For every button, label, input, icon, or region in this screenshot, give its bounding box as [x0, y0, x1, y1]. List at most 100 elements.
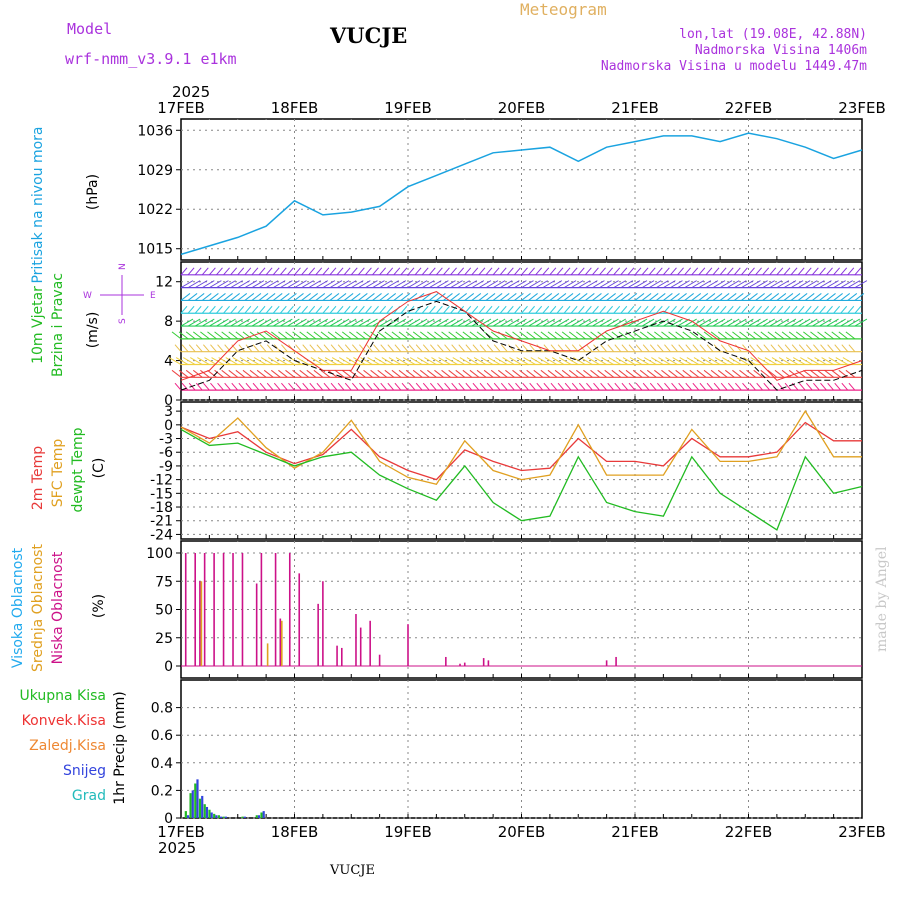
wind-barb: [707, 357, 721, 365]
wind-barb: [436, 293, 446, 301]
wind-barb: [783, 293, 794, 301]
wind-barb: [620, 280, 634, 289]
wind-barb: [478, 293, 489, 301]
wind-barb: [544, 357, 558, 365]
wind-barb: [529, 382, 537, 391]
wind-barb: [514, 293, 524, 301]
wind-barb: [295, 344, 302, 353]
wind-barb: [770, 344, 778, 353]
wind-barb: [469, 369, 480, 378]
wind-barb: [729, 357, 742, 365]
precip-bar: [186, 815, 190, 818]
temp-ylabel-2m: 2m Temp: [30, 446, 46, 510]
wind-barb: [613, 267, 621, 276]
y-tick-label: -21: [150, 514, 173, 530]
date-label-top: 18FEB: [271, 99, 318, 117]
wind-barb: [675, 331, 685, 340]
wind-barb: [358, 318, 371, 327]
wind-barb: [387, 344, 395, 353]
precip-bar: [208, 809, 211, 818]
wind-barb: [611, 331, 622, 340]
cloud-ylabel-high: Visoka Oblacnost: [10, 547, 26, 668]
wind-barb: [662, 267, 670, 276]
wind-barb: [195, 382, 203, 391]
date-label-bottom: 20FEB: [498, 823, 545, 841]
date-label-bottom: 17FEB: [157, 823, 204, 841]
wind-barb: [415, 344, 423, 353]
wind-barb: [216, 318, 229, 327]
wind-barb: [398, 331, 409, 340]
wind-barb: [593, 382, 600, 391]
wind-barb: [224, 344, 232, 353]
wind-barb: [570, 280, 584, 289]
wind-barb: [817, 331, 827, 340]
wind-barb: [244, 318, 258, 327]
wind-barb: [703, 369, 714, 378]
wind-barb: [485, 318, 499, 327]
wind-barb: [537, 357, 551, 365]
wind-barb: [677, 318, 690, 327]
wind-barb: [414, 318, 428, 327]
watermark: made by Angel: [874, 546, 890, 652]
wind-barb: [811, 267, 819, 276]
wind-barb: [208, 305, 216, 314]
y-tick-label: 0: [164, 659, 173, 675]
wind-barb: [450, 318, 463, 327]
wind-barb: [266, 344, 274, 353]
wind-barb: [379, 267, 387, 276]
wind-barb: [353, 357, 366, 365]
precip-bar: [255, 815, 258, 818]
wind-barb: [719, 280, 733, 289]
wind-barb: [310, 357, 324, 365]
wind-barb: [188, 344, 196, 353]
wind-barb: [654, 369, 664, 378]
wind-barb: [565, 357, 579, 365]
wind-barb: [407, 280, 421, 289]
wind-barb: [343, 293, 354, 301]
wind-barb: [299, 369, 309, 378]
wind-barb: [519, 369, 529, 378]
wind-barb: [492, 293, 503, 301]
wind-compass: N S W E: [83, 263, 156, 324]
y-tick-label: 8: [164, 314, 173, 330]
wind-barb: [607, 382, 615, 391]
y-tick-label: 75: [155, 574, 173, 590]
y-tick-label: 12: [155, 275, 173, 291]
wind-barb: [334, 369, 345, 378]
wind-barb: [373, 344, 381, 353]
wind-barb: [245, 382, 253, 391]
wind-barb: [641, 305, 649, 314]
wind-barb: [422, 382, 430, 391]
date-label-bottom: 23FEB: [838, 823, 885, 841]
wind-barb: [429, 382, 437, 391]
wind-barb: [194, 280, 208, 289]
wind-barb: [338, 357, 352, 365]
wind-barb: [429, 280, 442, 289]
wind-barb: [811, 305, 819, 314]
wind-barb: [648, 280, 662, 289]
wind-barb: [762, 318, 775, 327]
wind-barb: [521, 318, 534, 327]
wind-barb: [434, 369, 444, 378]
wind-barb: [641, 267, 649, 276]
y-tick-label: 0.4: [151, 756, 173, 772]
wind-speed-line: [180, 300, 863, 391]
wind-barb: [450, 305, 457, 314]
wind-barb: [322, 293, 333, 301]
wind-barb: [746, 331, 756, 340]
wind-barb: [606, 280, 619, 289]
wind-barb: [498, 369, 508, 378]
wind-barb: [208, 267, 216, 276]
wind-barb: [762, 293, 772, 301]
wind-barb: [499, 267, 507, 276]
wind-barb: [656, 318, 669, 327]
wind-barb: [472, 382, 480, 391]
wind-barb: [301, 267, 308, 276]
wind-barb: [618, 331, 629, 340]
wind-barb: [506, 267, 514, 276]
wind-barb: [450, 293, 460, 301]
wind-barb: [649, 344, 657, 353]
wind-barb: [561, 369, 572, 378]
wind-barb: [457, 293, 467, 301]
wind-barb: [194, 305, 202, 314]
